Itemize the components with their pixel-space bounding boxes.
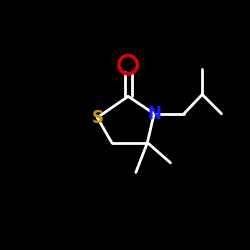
Text: N: N [147,105,161,123]
Text: S: S [91,108,103,126]
